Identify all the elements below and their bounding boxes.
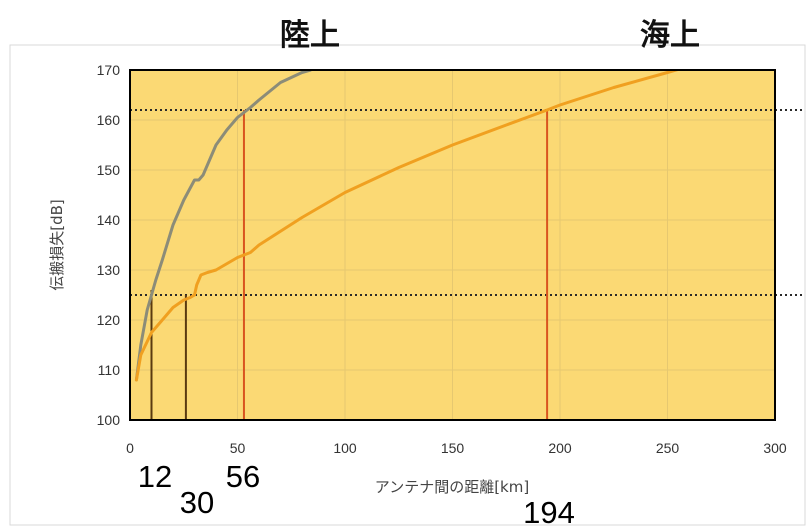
series-line-1	[134, 70, 682, 382]
vertical-gridlines	[237, 70, 668, 420]
y-axis-ticks: 100 110 120 130 140 150 160 170	[97, 62, 121, 428]
y-tick-label-110: 110	[98, 362, 121, 378]
series-line-0	[134, 70, 313, 382]
x-tick-label-100: 100	[333, 440, 357, 456]
vertical-reference-lines	[150, 110, 549, 420]
y-tick-label-170: 170	[97, 62, 121, 78]
x-tick-label-250: 250	[656, 440, 680, 456]
y-tick-label-130: 130	[97, 262, 121, 278]
region-label-land: 陸上	[280, 18, 340, 53]
x-tick-label-50: 50	[230, 440, 246, 456]
y-tick-label-100: 100	[97, 412, 121, 428]
series-group	[134, 70, 682, 382]
callout-194: 194	[523, 495, 575, 527]
y-tick-label-120: 120	[97, 312, 121, 328]
x-tick-label-300: 300	[763, 440, 787, 456]
y-tick-label-140: 140	[97, 212, 121, 228]
callout-56: 56	[226, 459, 260, 494]
callout-12: 12	[138, 459, 172, 494]
x-tick-label-0: 0	[126, 440, 134, 456]
x-axis-ticks: 0 50 100 150 200 250 300	[126, 440, 787, 456]
callout-30: 30	[180, 485, 214, 520]
x-tick-label-150: 150	[441, 440, 465, 456]
plot-border	[129, 69, 776, 421]
region-label-sea: 海上	[640, 18, 700, 53]
y-axis-title: 伝搬損失[dB]	[48, 199, 66, 291]
y-tick-label-160: 160	[97, 112, 121, 128]
y-tick-label-150: 150	[97, 162, 121, 178]
x-tick-label-200: 200	[548, 440, 572, 456]
x-axis-title: アンテナ間の距離[km]	[375, 478, 529, 496]
